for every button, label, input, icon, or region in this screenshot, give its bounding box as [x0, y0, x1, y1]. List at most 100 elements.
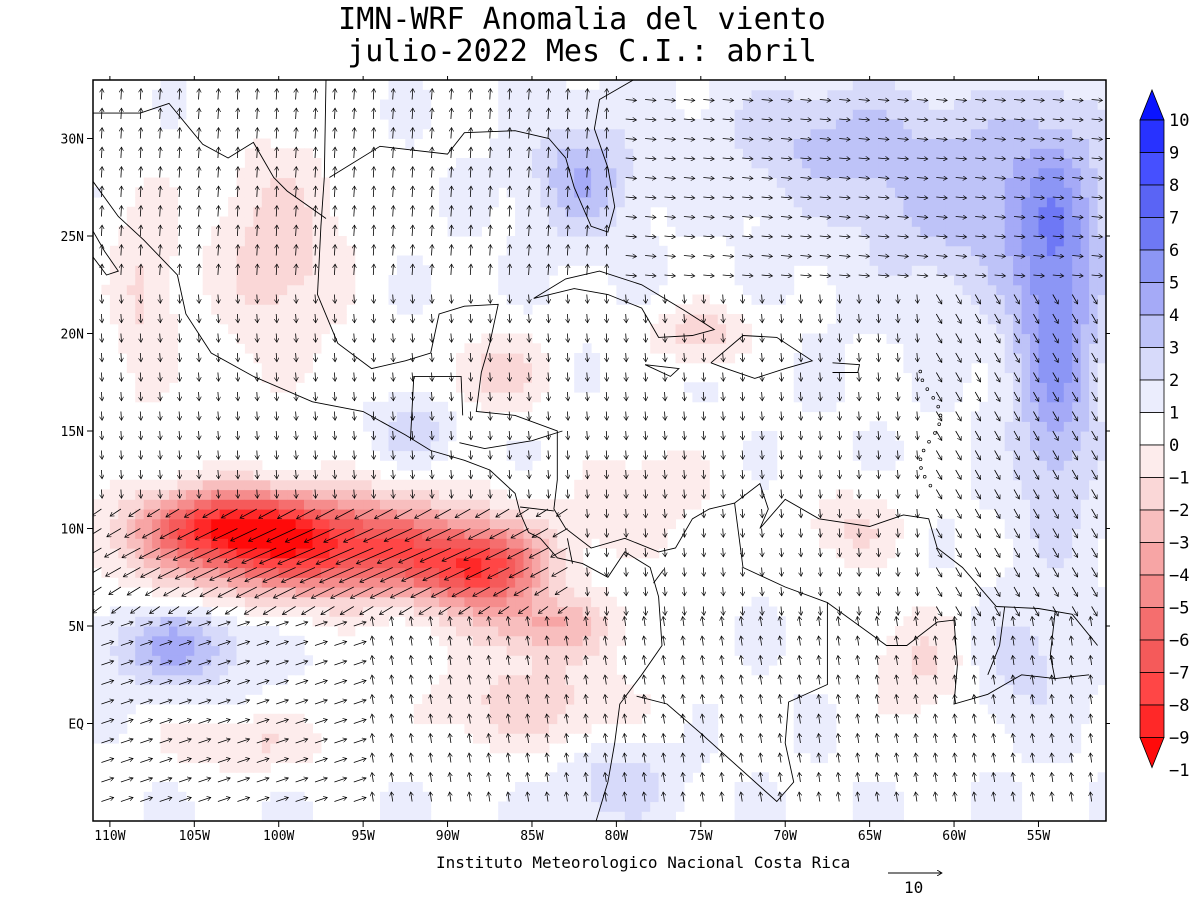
- anomaly-cell: [979, 421, 989, 432]
- anomaly-cell: [489, 187, 499, 198]
- anomaly-cell: [253, 538, 263, 549]
- anomaly-cell: [152, 548, 162, 559]
- anomaly-cell: [895, 226, 904, 237]
- anomaly-cell: [1038, 236, 1048, 247]
- anomaly-cell: [169, 811, 178, 821]
- anomaly-cell: [1063, 392, 1073, 403]
- anomaly-cell: [532, 187, 541, 198]
- anomaly-cell: [624, 548, 634, 559]
- anomaly-cell: [287, 314, 297, 325]
- anomaly-cell: [169, 245, 178, 257]
- anomaly-cell: [987, 635, 997, 647]
- anomaly-cell: [987, 655, 997, 666]
- anomaly-cell: [591, 158, 601, 169]
- anomaly-cell: [895, 694, 904, 705]
- anomaly-cell: [802, 148, 812, 159]
- anomaly-cell: [759, 255, 769, 266]
- anomaly-cell: [278, 236, 288, 247]
- anomaly-cell: [776, 167, 786, 179]
- anomaly-cell: [287, 304, 297, 315]
- anomaly-cell: [709, 304, 719, 315]
- anomaly-cell: [169, 616, 178, 627]
- anomaly-cell: [624, 801, 634, 812]
- anomaly-cell: [878, 460, 888, 471]
- anomaly-cell: [329, 265, 339, 276]
- anomaly-cell: [987, 684, 997, 695]
- anomaly-cell: [768, 431, 778, 442]
- anomaly-cell: [928, 401, 938, 413]
- anomaly-cell: [641, 119, 651, 130]
- anomaly-cell: [802, 743, 812, 754]
- anomaly-cell: [1063, 548, 1073, 559]
- anomaly-cell: [996, 509, 1006, 520]
- anomaly-cell: [405, 421, 415, 432]
- anomaly-cell: [886, 665, 896, 676]
- anomaly-cell: [852, 158, 862, 169]
- anomaly-cell: [1046, 694, 1056, 705]
- anomaly-cell: [228, 499, 238, 510]
- anomaly-cell: [464, 577, 474, 588]
- anomaly-cell: [759, 138, 769, 149]
- anomaly-cell: [152, 684, 162, 695]
- anomaly-cell: [1021, 694, 1031, 705]
- anomaly-cell: [219, 236, 229, 247]
- anomaly-cell: [734, 314, 744, 325]
- anomaly-cell: [261, 138, 271, 149]
- anomaly-cell: [802, 694, 812, 705]
- anomaly-cell: [396, 304, 406, 315]
- anomaly-cell: [751, 801, 761, 812]
- anomaly-cell: [624, 811, 634, 821]
- anomaly-cell: [1055, 255, 1065, 266]
- anomaly-cell: [751, 177, 761, 188]
- anomaly-cell: [759, 158, 769, 169]
- anomaly-cell: [126, 206, 136, 218]
- anomaly-cell: [641, 791, 651, 803]
- anomaly-cell: [532, 499, 541, 510]
- anomaly-cell: [878, 655, 888, 666]
- anomaly-cell: [312, 470, 322, 481]
- anomaly-cell: [430, 518, 440, 530]
- anomaly-cell: [506, 645, 516, 656]
- anomaly-cell: [785, 187, 795, 198]
- anomaly-cell: [430, 713, 440, 725]
- anomaly-cell: [160, 187, 170, 198]
- anomaly-cell: [540, 499, 550, 510]
- anomaly-cell: [160, 362, 170, 374]
- anomaly-cell: [557, 762, 567, 773]
- anomaly-cell: [1021, 353, 1031, 364]
- anomaly-cell: [405, 138, 415, 149]
- anomaly-cell: [1021, 314, 1031, 325]
- anomaly-cell: [515, 743, 525, 754]
- anomaly-cell: [1063, 187, 1073, 198]
- anomaly-cell: [388, 284, 398, 296]
- anomaly-cell: [506, 713, 516, 725]
- anomaly-cell: [633, 187, 643, 198]
- anomaly-cell: [667, 197, 676, 208]
- anomaly-cell: [388, 548, 398, 559]
- anomaly-cell: [599, 626, 609, 637]
- anomaly-cell: [498, 567, 508, 578]
- anomaly-cell: [464, 557, 474, 569]
- anomaly-cell: [396, 538, 406, 549]
- anomaly-cell: [135, 655, 145, 666]
- anomaly-cell: [481, 538, 491, 549]
- anomaly-cell: [878, 518, 888, 530]
- anomaly-cell: [540, 294, 550, 305]
- anomaly-cell: [320, 587, 330, 598]
- anomaly-cell: [464, 645, 474, 656]
- anomaly-cell: [169, 665, 178, 676]
- anomaly-cell: [515, 674, 525, 686]
- anomaly-cell: [810, 372, 820, 383]
- anomaly-cell: [692, 216, 702, 227]
- anomaly-cell: [1030, 304, 1039, 315]
- anomaly-cell: [185, 733, 195, 744]
- anomaly-cell: [270, 197, 280, 208]
- anomaly-cell: [93, 723, 102, 734]
- anomaly-cell: [498, 499, 508, 510]
- anomaly-cell: [886, 440, 896, 452]
- anomaly-cell: [827, 148, 837, 159]
- anomaly-cell: [768, 128, 778, 140]
- anomaly-cell: [785, 99, 795, 110]
- anomaly-cell: [1013, 255, 1023, 266]
- anomaly-cell: [540, 655, 550, 666]
